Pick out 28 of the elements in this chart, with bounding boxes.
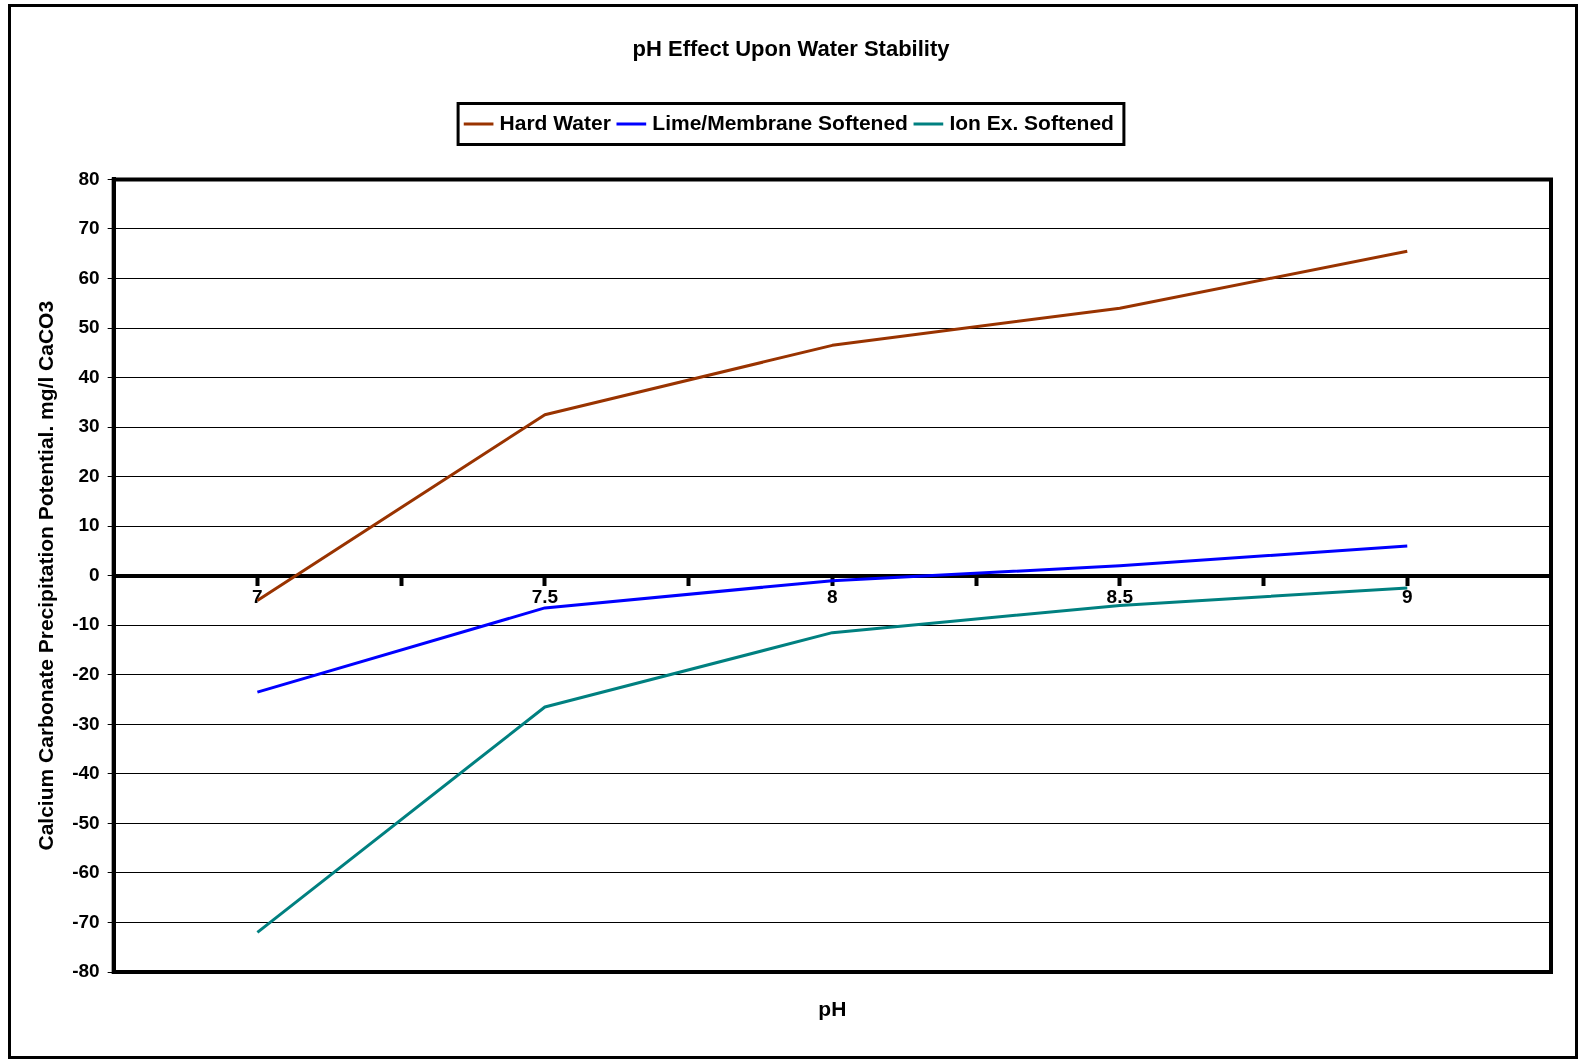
- y-tick-label: -10: [72, 613, 100, 635]
- x-tick-label: 8: [827, 586, 838, 608]
- y-tick-label: -60: [72, 861, 100, 883]
- legend-label: Lime/Membrane Softened: [652, 110, 908, 134]
- y-tick-label: -70: [72, 910, 100, 932]
- y-axis-title: Calcium Carbonate Precipitation Potential. mg/l CaCO3: [34, 300, 58, 851]
- x-tick-label: 7.5: [531, 586, 559, 608]
- y-tick-label: 20: [78, 464, 100, 486]
- x-tick-label: 9: [1401, 586, 1413, 608]
- legend-label: Hard Water: [499, 110, 611, 134]
- y-tick-label: -80: [72, 960, 100, 982]
- chart-title: pH Effect Upon Water Stability: [632, 36, 951, 62]
- y-tick-label: -20: [72, 663, 100, 685]
- y-tick-label: 40: [78, 365, 100, 387]
- y-tick-label: 10: [78, 514, 100, 536]
- y-tick-label: 50: [78, 316, 100, 338]
- y-tick-label: 30: [78, 415, 100, 437]
- y-tick-label: 0: [89, 563, 100, 585]
- y-tick-label: -40: [72, 762, 100, 784]
- x-tick-label: 8.5: [1106, 586, 1134, 608]
- y-tick-label: 60: [78, 266, 100, 288]
- y-tick-label: -50: [72, 811, 100, 833]
- x-axis-title: pH: [818, 997, 847, 1021]
- y-tick-label: 70: [78, 217, 100, 239]
- y-tick-label: 80: [78, 167, 100, 189]
- y-tick-label: -30: [72, 712, 100, 734]
- legend-label: Ion Ex. Softened: [949, 110, 1114, 134]
- x-tick-label: 7: [252, 586, 263, 608]
